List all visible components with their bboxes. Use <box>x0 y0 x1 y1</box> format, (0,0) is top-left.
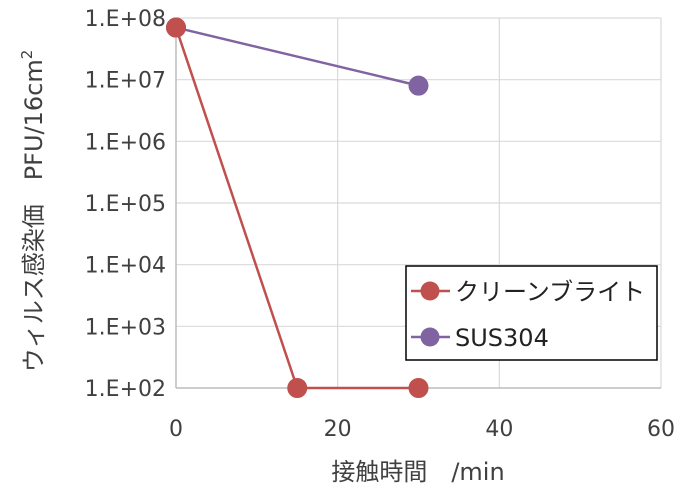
y-tick-label: 1.E+03 <box>85 315 166 340</box>
y-tick-label: 1.E+02 <box>85 377 166 402</box>
series-line-0 <box>174 27 419 390</box>
legend-box <box>405 265 658 361</box>
x-tick-label: 0 <box>169 417 183 442</box>
data-point-0 <box>287 378 308 398</box>
y-axis-title-superscript: 2 <box>18 50 36 60</box>
x-tick-label: 60 <box>647 417 675 442</box>
y-axis-title-group: ウィルス感染価 PFU/16cm2 <box>18 50 48 373</box>
x-axis-title: 接触時間 /min <box>331 458 504 486</box>
series-line-1 <box>175 26 419 87</box>
y-tick-label: 1.E+06 <box>85 130 166 155</box>
legend-label: クリーンブライト <box>455 278 645 306</box>
x-tick-label: 40 <box>485 417 513 442</box>
y-axis-title-text: ウィルス感染価 PFU/16cm <box>20 59 48 372</box>
data-point-0 <box>166 17 186 38</box>
series <box>166 17 429 398</box>
legend-swatch-marker <box>420 281 440 301</box>
y-axis-title: ウィルス感染価 PFU/16cm2 <box>18 50 48 373</box>
y-tick-label: 1.E+07 <box>85 69 166 94</box>
y-tick-label: 1.E+08 <box>85 7 166 32</box>
data-point-0 <box>408 378 429 398</box>
axes: 1.E+08 1.E+07 1.E+06 1.E+05 1.E+04 1.E+03 1.E+… <box>85 7 675 442</box>
legend: クリーンブライト SUS304 <box>405 265 658 361</box>
legend-label: SUS304 <box>455 324 549 352</box>
legend-items: クリーンブライト SUS304 <box>411 278 645 352</box>
y-tick-label: 1.E+04 <box>85 254 166 279</box>
x-tick-label: 20 <box>324 417 352 442</box>
y-tick-label: 1.E+05 <box>85 192 166 217</box>
data-point-1 <box>408 75 429 96</box>
legend-swatch-marker <box>420 327 440 347</box>
